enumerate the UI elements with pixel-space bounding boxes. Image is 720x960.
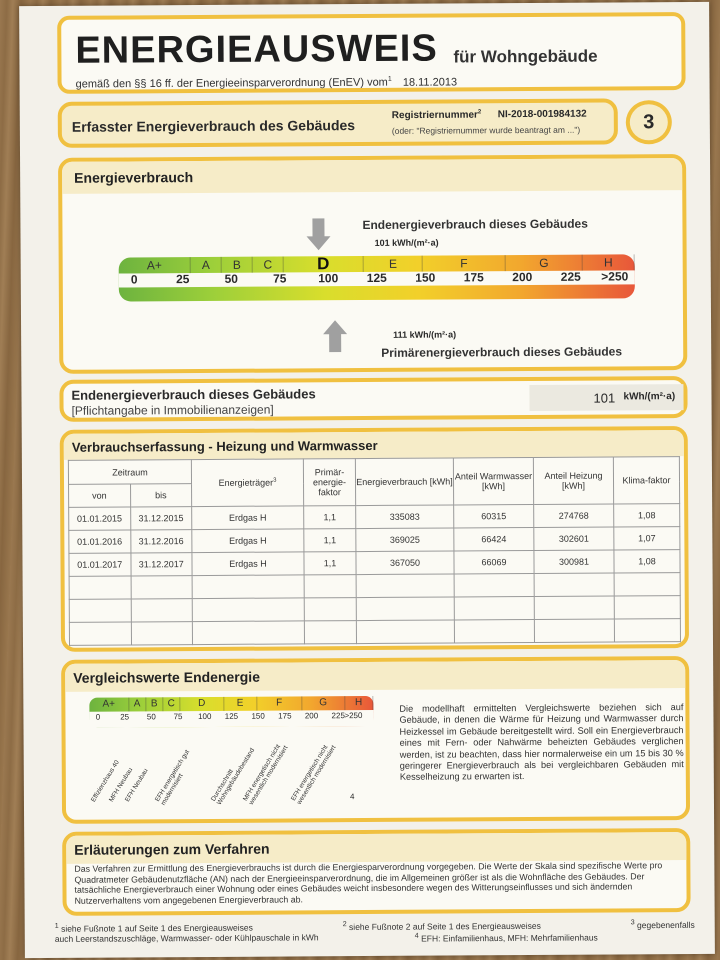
compare-footnote: 4 <box>349 792 355 802</box>
scale-tick: >250 <box>344 711 363 721</box>
explain-title: Erläuterungen zum Verfahren <box>66 832 687 864</box>
scale-tick: 225 <box>560 269 581 284</box>
class-g: G <box>302 696 345 711</box>
scale-tick: 200 <box>512 269 533 285</box>
reg-label: Registriernummer2 <box>391 109 482 122</box>
consumption-box: Verbrauchserfassung - Heizung und Warmwa… <box>59 426 690 652</box>
class-c: C <box>252 256 284 273</box>
compare-labels: Effizienzhaus 40 MFH Neubau EFH Neubau EFH … <box>90 728 380 810</box>
scale-tick: 50 <box>224 271 238 286</box>
th-klima: Klima-faktor <box>613 456 680 504</box>
primary-label: Primärenergieverbrauch dieses Gebäudes <box>381 344 623 360</box>
class-c: C <box>163 697 181 712</box>
scale-tick: 100 <box>318 271 339 286</box>
end-arrow-icon <box>306 218 331 251</box>
scale-tick: 50 <box>146 712 156 722</box>
class-f: F <box>256 696 303 711</box>
class-b: B <box>221 256 253 273</box>
summary-subtitle: [Pflichtangabe in Immobilienanzeigen] <box>71 402 274 418</box>
section-bar: Erfasster Energieverbrauch des Gebäudes … <box>57 98 618 148</box>
reg-number: NI-2018-001984132 <box>497 108 587 121</box>
summary-unit: kWh/(m²·a) <box>623 391 676 403</box>
end-value: 101 kWh/(m²·a) <box>374 237 439 248</box>
header-box: ENERGIEAUSWEIS für Wohngebäude gemäß den… <box>57 12 686 94</box>
footnote-3-cont: auch Leerstandszuschläge, Warmwasser- od… <box>54 932 319 944</box>
page-number-badge: 3 <box>625 100 672 145</box>
scale-tick: >250 <box>601 269 629 284</box>
th-verbrauch: Energieverbrauch [kWh] <box>355 457 454 506</box>
summary-value: 101 <box>593 390 616 406</box>
class-b: B <box>146 697 164 712</box>
explain-text: Das Verfahren zur Ermittlung des Energie… <box>74 860 663 906</box>
document-title: ENERGIEAUSWEIS <box>75 27 438 72</box>
class-a: A <box>129 697 147 712</box>
class-d: D <box>283 254 364 273</box>
energy-box: Energieverbrauch Endenergieverbrauch die… <box>58 154 688 374</box>
summary-value-field: 101 kWh/(m²·a) <box>529 384 684 412</box>
th-bis: bis <box>130 483 192 507</box>
class-e: E <box>224 696 257 711</box>
reg-note: (oder: "Registriernummer wurde beantragt… <box>391 124 581 136</box>
scale-tick: 75 <box>273 271 287 286</box>
scale-tick: 125 <box>224 711 239 721</box>
compare-scale: A+ A B C D E F G H 0 25 50 75 100 125 150 175 200 225 >250 <box>89 695 374 728</box>
th-heizung: Anteil Heizung [kWh] <box>533 456 614 505</box>
footnote-2: 2 siehe Fußnote 2 auf Seite 1 des Energi… <box>342 920 541 932</box>
footnote-1: 1 siehe Fußnote 1 auf Seite 1 des Energi… <box>54 921 253 934</box>
end-label: Endenergieverbrauch dieses Gebäudes <box>362 216 588 233</box>
class-g: G <box>505 254 584 272</box>
summary-title: Endenergieverbrauch dieses Gebäudes <box>71 386 316 403</box>
th-zeitraum: Zeitraum <box>68 459 192 485</box>
summary-box: Endenergieverbrauch dieses Gebäudes [Pfl… <box>59 376 688 422</box>
scale-tick: 175 <box>278 711 292 721</box>
empty-row <box>69 618 681 646</box>
scale-tick: 0 <box>95 712 101 722</box>
th-pef: Primär-energie-faktor <box>303 458 356 506</box>
footer: 1 siehe Fußnote 1 auf Seite 1 des Energi… <box>55 918 695 956</box>
compare-label: EFH energetisch nicht wesentlich moderni… <box>289 744 338 806</box>
document-page: ENERGIEAUSWEIS für Wohngebäude gemäß den… <box>19 1 715 959</box>
scale-tick: 75 <box>173 712 183 722</box>
class-aplus: A+ <box>89 697 130 712</box>
primary-value: 111 kWh/(m²·a) <box>393 329 457 340</box>
class-f: F <box>423 255 506 272</box>
scale-tick: 150 <box>251 711 265 721</box>
scale-tick: 200 <box>304 711 319 721</box>
class-d: D <box>180 696 225 712</box>
scale-tick: 100 <box>198 711 212 722</box>
scale-tick: 175 <box>463 270 484 285</box>
title-suffix: für Wohngebäude <box>453 46 598 67</box>
energy-title: Energieverbrauch <box>62 158 683 194</box>
compare-box: Vergleichswerte Endenergie A+ A B C D E F G H 0 25… <box>61 656 691 824</box>
th-warmwasser: Anteil Warmwasser [kWh] <box>453 457 534 505</box>
explain-box: Erläuterungen zum Verfahren Das Verfahre… <box>62 828 691 916</box>
subtitle: gemäß den §§ 16 ff. der Energieeinsparve… <box>75 75 458 91</box>
class-h: H <box>583 254 635 271</box>
table-title: Verbrauchserfassung - Heizung und Warmwa… <box>63 430 684 460</box>
class-h: H <box>344 695 374 711</box>
footnote-3: 3 gegebenenfalls <box>630 918 695 931</box>
footnote-4: 4 EFH: Einfamilienhaus, MFH: Mehrfamilie… <box>414 931 598 944</box>
scale-tick: 125 <box>366 270 387 285</box>
consumption-table: Zeitraum Energieträger3 Primär-energie-f… <box>68 456 681 646</box>
scale-tick: 150 <box>415 270 436 285</box>
class-aplus: A+ <box>118 257 191 274</box>
primary-arrow-icon <box>323 320 348 353</box>
th-traeger: Energieträger3 <box>191 458 304 507</box>
compare-title: Vergleichswerte Endenergie <box>65 660 686 692</box>
scale-tick: 225 <box>331 711 345 721</box>
energy-scale: A+ A B C D E F G H 0 25 50 75 100 125 150 175 200 225 >250 <box>118 254 635 302</box>
class-a: A <box>190 256 222 274</box>
th-von: von <box>68 483 131 508</box>
class-e: E <box>363 255 424 273</box>
scale-tick: 25 <box>176 272 190 287</box>
scale-tick: 25 <box>120 712 130 722</box>
section-title: Erfasster Energieverbrauch des Gebäudes <box>71 117 356 135</box>
scale-tick: 0 <box>130 272 138 287</box>
compare-text: Die modellhaft ermittelten Vergleichswer… <box>399 702 684 783</box>
